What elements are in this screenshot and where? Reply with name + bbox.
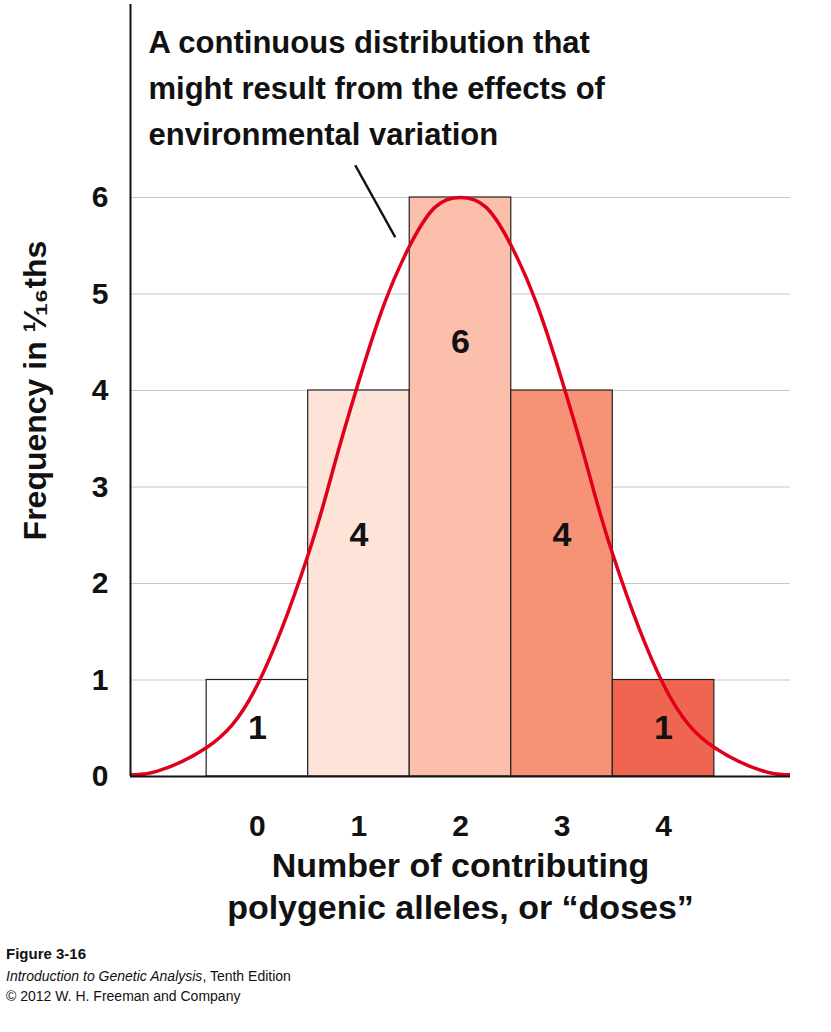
svg-text:1: 1	[92, 663, 109, 696]
svg-text:2: 2	[92, 566, 109, 599]
svg-text:6: 6	[92, 180, 109, 213]
svg-text:1: 1	[654, 708, 673, 746]
svg-text:1: 1	[351, 809, 368, 842]
html-text:Introduction to Genetic Analys: Introduction to Genetic Analysis, Tenth …	[6, 968, 291, 984]
svg-text:A continuous distribution that: A continuous distribution thatmight resu…	[149, 25, 606, 152]
svg-text:3: 3	[554, 809, 571, 842]
svg-text:0: 0	[249, 809, 266, 842]
svg-text:5: 5	[92, 277, 109, 310]
svg-text:Frequency in ¹⁄₁₆ths: Frequency in ¹⁄₁₆ths	[17, 241, 53, 541]
svg-text:4: 4	[553, 515, 572, 553]
html-text:© 2012 W. H. Freeman and Compa: © 2012 W. H. Freeman and Company	[6, 988, 241, 1004]
svg-text:4: 4	[655, 809, 672, 842]
svg-text:4: 4	[350, 515, 369, 553]
svg-text:3: 3	[92, 470, 109, 503]
svg-text:6: 6	[451, 322, 470, 360]
svg-text:Number of contributingpolygeni: Number of contributingpolygenic alleles,…	[227, 846, 694, 927]
svg-text:2: 2	[452, 809, 469, 842]
html-text:Figure 3-16: Figure 3-16	[6, 945, 86, 962]
svg-text:1: 1	[248, 708, 267, 746]
svg-text:0: 0	[92, 759, 109, 792]
svg-text:4: 4	[92, 373, 109, 406]
